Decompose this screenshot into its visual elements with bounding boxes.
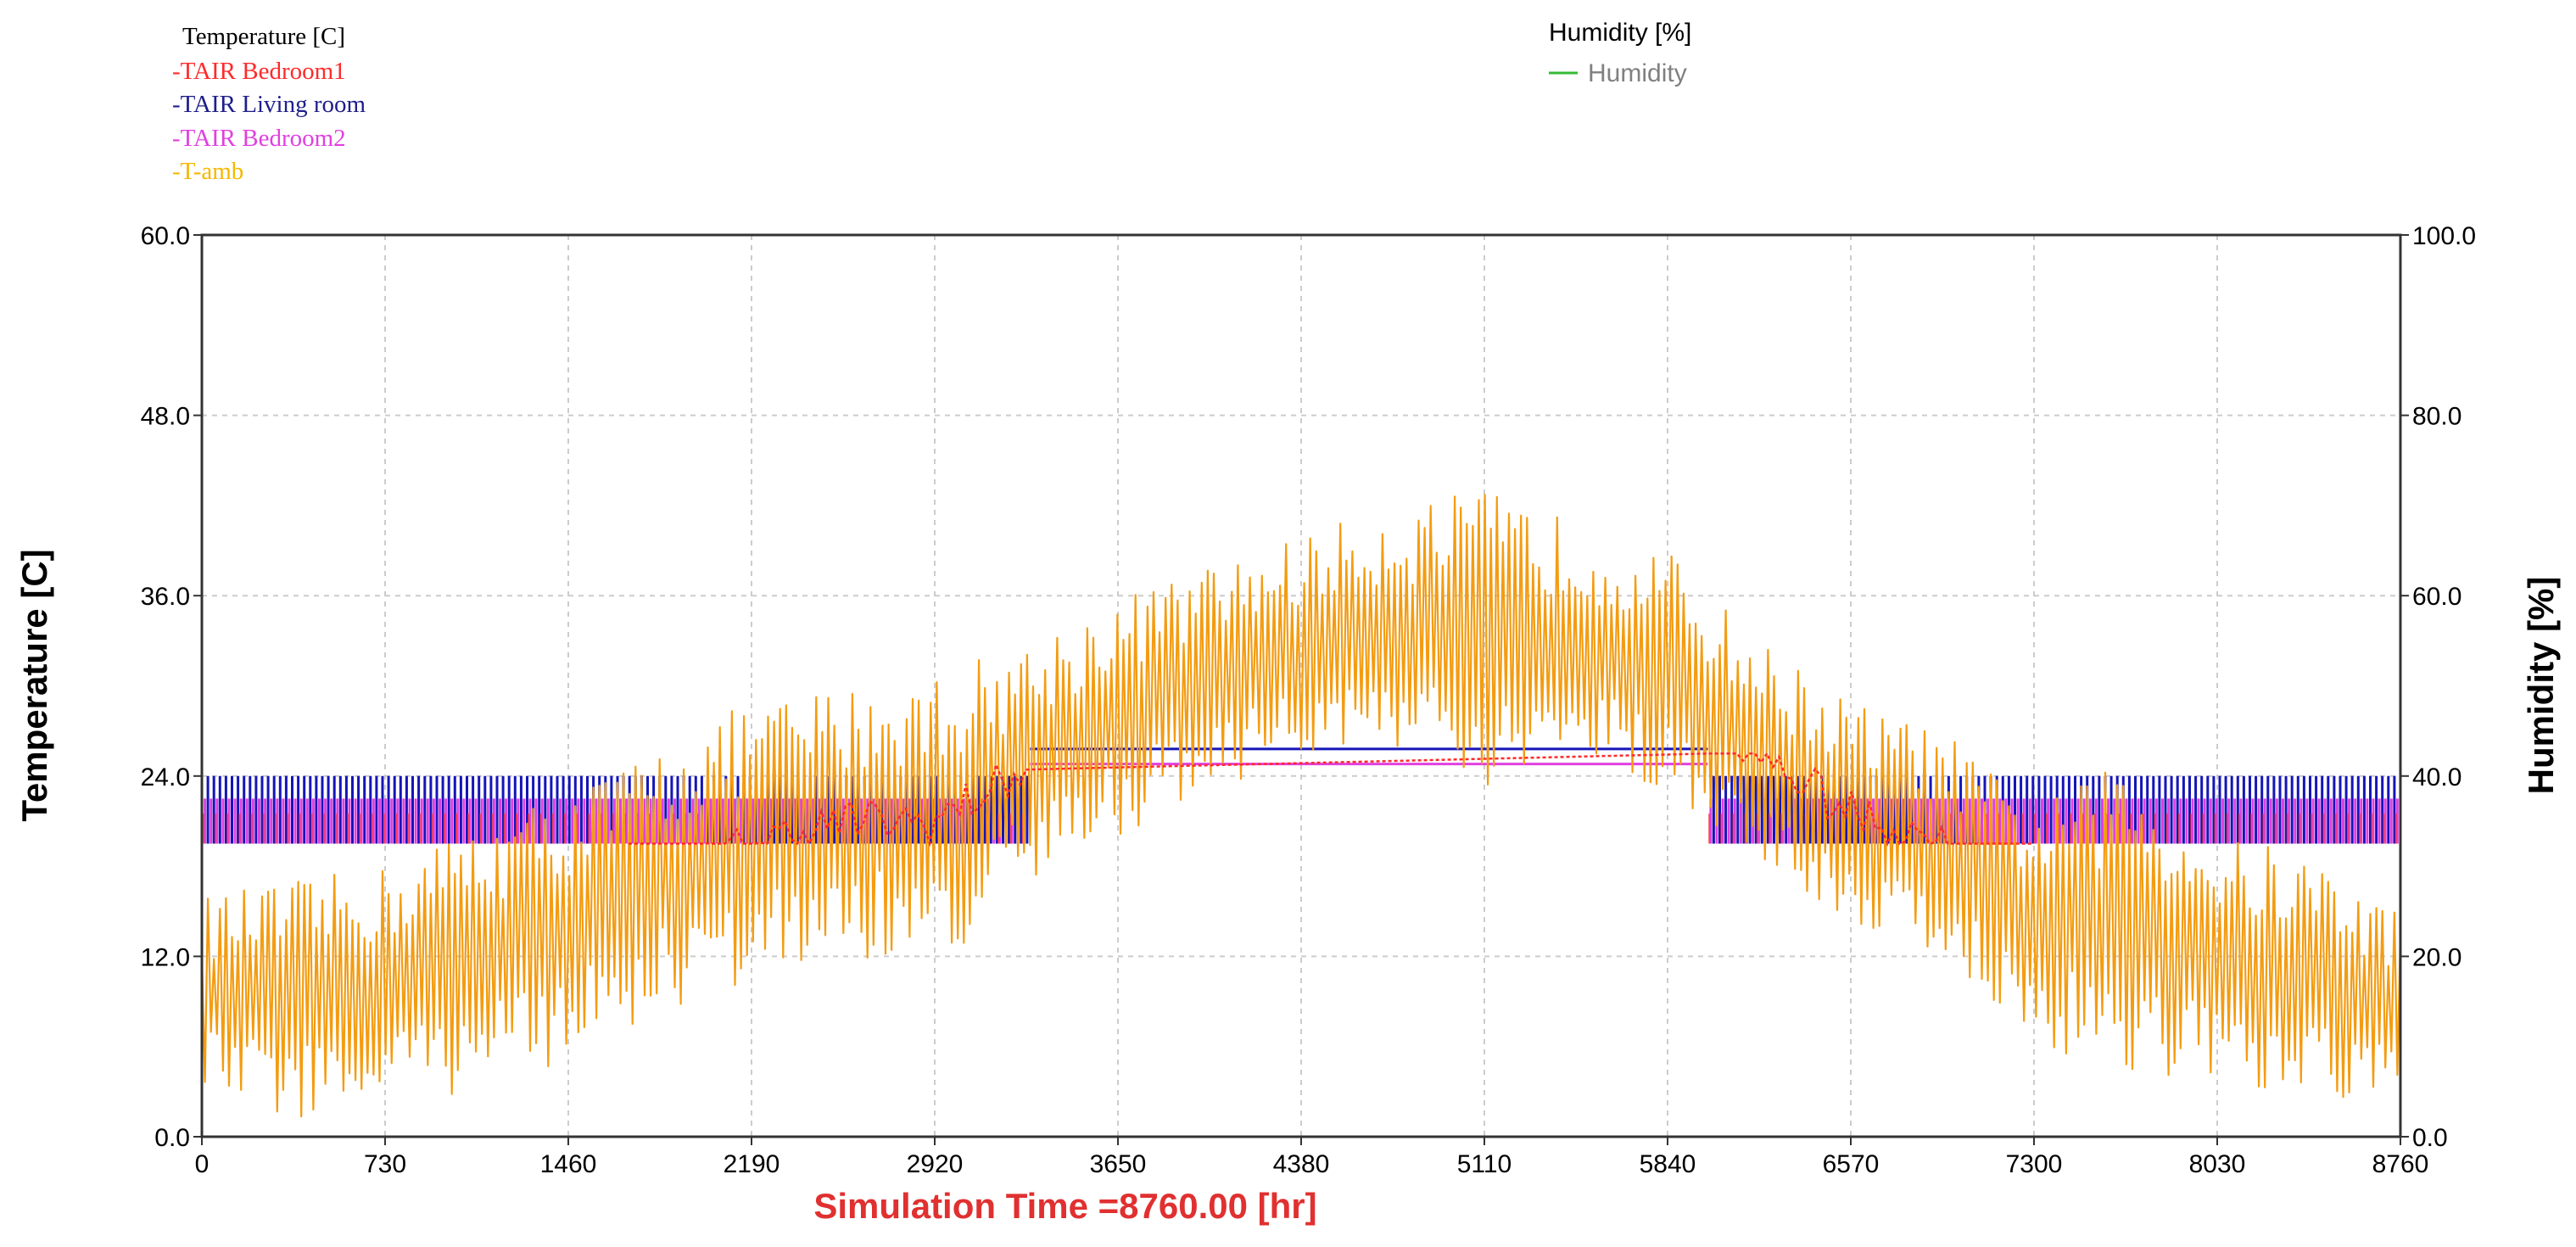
x-tick-label: 5110 [1457, 1150, 1512, 1178]
y2-axis-title: Humidity [%] [2521, 577, 2561, 795]
legend-entry-bedroom2: -TAIR Bedroom2 [172, 125, 346, 152]
x-tick-label: 5840 [1640, 1150, 1696, 1178]
x-tick-label: 0 [195, 1150, 210, 1178]
x-axis-title: Simulation Time =8760.00 [hr] [813, 1186, 1316, 1226]
axis-layer: 0 730 1460 2190 2920 3650 4380 5110 5840 6570 7300… [141, 222, 2476, 1178]
x-tick-label: 8030 [2189, 1150, 2246, 1178]
legend-right: Humidity [%] Humidity [1549, 19, 1691, 87]
x-tick-label: 6570 [1823, 1150, 1880, 1178]
x-tick-label: 8760 [2372, 1150, 2429, 1178]
y-tick-label: 36.0 [141, 583, 190, 611]
y2-tick-label: 20.0 [2412, 943, 2461, 971]
x-tick-label: 3650 [1090, 1150, 1147, 1178]
y-tick-label: 12.0 [141, 943, 190, 971]
x-tick-label: 730 [364, 1150, 406, 1178]
y2-tick-label: 0.0 [2412, 1124, 2448, 1152]
series-layer [200, 494, 2402, 1118]
legend-entry-bedroom1: -TAIR Bedroom1 [172, 58, 346, 85]
x-tick-label: 2190 [724, 1150, 780, 1178]
legend-left: Temperature [C] -TAIR Bedroom1 -TAIR Liv… [172, 23, 366, 185]
x-tick-label: 7300 [2006, 1150, 2063, 1178]
series-t-amb-line [200, 494, 2402, 1118]
series-bedroom2-band [204, 798, 2399, 844]
series-bedroom1-tracking [629, 751, 2032, 847]
y2-tick-label: 40.0 [2412, 763, 2461, 791]
legend-entry-living-room: -TAIR Living room [172, 91, 366, 118]
y-tick-label: 24.0 [141, 763, 190, 791]
y-tick-label: 0.0 [154, 1124, 190, 1152]
x-tick-label: 4380 [1273, 1150, 1330, 1178]
y2-tick-label: 100.0 [2412, 222, 2476, 250]
legend-right-title: Humidity [%] [1549, 19, 1691, 47]
x-tick-label: 2920 [907, 1150, 964, 1178]
y2-tick-label: 60.0 [2412, 583, 2461, 611]
legend-left-title: Temperature [C] [182, 23, 345, 50]
legend-entry-t-amb: -T-amb [172, 158, 243, 185]
y2-tick-label: 80.0 [2412, 403, 2461, 431]
x-tick-label: 1460 [540, 1150, 597, 1178]
legend-entry-humidity: Humidity [1588, 59, 1687, 87]
y-axis-title: Temperature [C] [14, 549, 54, 821]
y-tick-label: 60.0 [141, 222, 190, 250]
y-tick-label: 48.0 [141, 403, 190, 431]
